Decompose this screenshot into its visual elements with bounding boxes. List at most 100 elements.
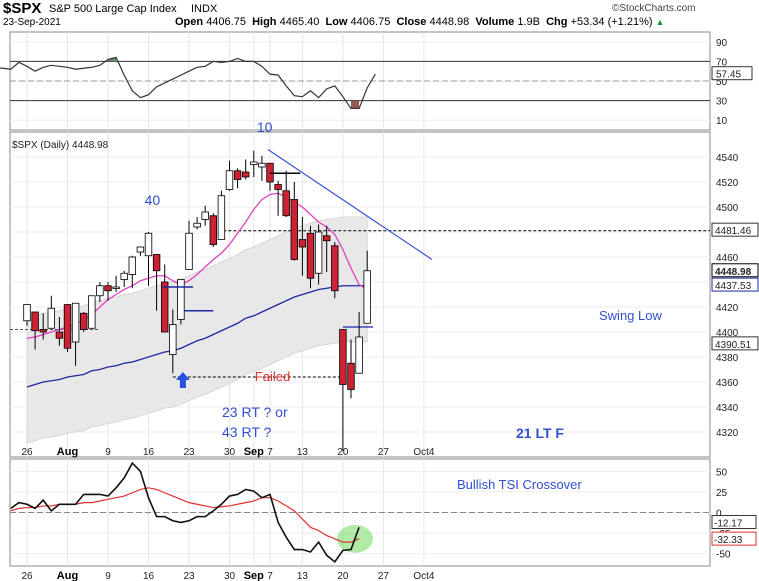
wave-10-label: 10	[257, 119, 273, 135]
up-candle-body	[120, 272, 128, 280]
down-candle-body	[63, 304, 72, 349]
tsi-tick-label: -50	[716, 550, 731, 561]
candle[interactable]	[347, 339, 355, 399]
symbol: $SPX	[3, 0, 42, 17]
rsi-line	[0, 56, 376, 110]
candle[interactable]	[96, 282, 104, 302]
up-candle-body	[185, 232, 193, 270]
candle[interactable]	[144, 232, 153, 286]
candle[interactable]	[185, 220, 193, 270]
x-tick-label: 13	[297, 447, 309, 458]
x-tick-label: 7	[267, 571, 273, 581]
candle[interactable]	[88, 295, 96, 329]
down-candle-body	[39, 329, 47, 333]
price-tick-label: 4320	[716, 428, 739, 439]
candle[interactable]	[120, 270, 128, 287]
rsi-value-label: 57.45	[716, 70, 741, 81]
low-value: 4406.75	[350, 16, 391, 28]
x-tick-label: 30	[224, 447, 236, 458]
chg-label: Chg	[546, 16, 568, 28]
candle[interactable]	[306, 225, 315, 289]
lt-label: 21 LT F	[516, 425, 564, 441]
candle[interactable]	[355, 312, 363, 374]
candle[interactable]	[80, 312, 88, 332]
candle[interactable]	[63, 304, 72, 353]
candle[interactable]	[250, 150, 258, 177]
price-tick-label: 4340	[716, 403, 739, 414]
price-value-tag	[711, 336, 759, 351]
price-tick-label: 4500	[716, 203, 739, 214]
failed-label: Failed	[255, 369, 290, 384]
candle[interactable]	[282, 170, 290, 217]
candle[interactable]	[152, 254, 161, 311]
candle[interactable]	[241, 159, 250, 180]
candle[interactable]	[331, 242, 339, 299]
x-tick-label: Oct4	[413, 571, 435, 581]
down-candle-body	[152, 254, 161, 272]
candle[interactable]	[298, 217, 307, 276]
candle[interactable]	[322, 225, 331, 272]
x-tick-label: Sep	[244, 446, 264, 458]
price-value-label: 4481.46	[715, 226, 752, 237]
x-tick-label: Aug	[57, 570, 78, 581]
candle[interactable]	[47, 295, 55, 329]
rsi-tick-label: 70	[716, 57, 728, 68]
x-tick-label: 23	[183, 571, 195, 581]
candle[interactable]	[209, 213, 217, 247]
price-value-tag	[711, 277, 759, 292]
candle[interactable]	[160, 264, 169, 333]
candle[interactable]	[104, 282, 112, 301]
up-candle-body	[363, 270, 371, 324]
tsi-crossover-label: Bullish TSI Crossover	[457, 477, 582, 492]
tsi-value-tag	[711, 515, 757, 530]
candle[interactable]	[39, 313, 47, 340]
rsi-tick-label: 90	[716, 38, 728, 49]
tsi-tick-label: 0	[716, 509, 722, 520]
up-candle-body	[144, 232, 153, 257]
candle[interactable]	[258, 155, 266, 181]
candle[interactable]	[169, 309, 177, 374]
candle[interactable]	[31, 311, 39, 350]
candle[interactable]	[233, 168, 242, 189]
brand-logo[interactable]: ©StockCharts.com	[612, 3, 696, 14]
price-tick-label: 4420	[716, 303, 739, 314]
up-candle-body	[355, 336, 363, 374]
price-tick-label: 4380	[716, 353, 739, 364]
down-candle-body	[241, 171, 250, 178]
x-tick-label: 9	[105, 571, 111, 581]
candle[interactable]	[225, 160, 234, 191]
up-candle-body	[112, 286, 120, 289]
volume-label: Volume	[475, 16, 515, 28]
candle[interactable]	[290, 182, 298, 261]
down-candle-body	[339, 329, 347, 385]
rsi-value-tag	[711, 66, 753, 81]
rt-label-line1: 23 RT ? or	[222, 404, 288, 420]
candle[interactable]	[363, 250, 371, 324]
x-tick-label: 27	[378, 447, 390, 458]
x-tick-label: 20	[337, 571, 349, 581]
candle[interactable]	[217, 190, 226, 240]
candle[interactable]	[23, 304, 31, 326]
close-value: 4448.98	[429, 16, 470, 28]
candle[interactable]	[193, 217, 201, 230]
candle[interactable]	[314, 224, 323, 285]
tsi-tick-label: 50	[716, 467, 728, 478]
up-candle-body	[128, 256, 136, 275]
candle[interactable]	[71, 302, 80, 366]
down-candle-body	[31, 311, 39, 332]
wave-40-label: 40	[145, 192, 161, 208]
candle[interactable]	[112, 275, 120, 292]
candle[interactable]	[136, 246, 145, 256]
high-label: High	[252, 16, 277, 28]
candle[interactable]	[274, 180, 282, 216]
candle[interactable]	[339, 329, 347, 451]
down-candle-body	[331, 245, 339, 292]
candle[interactable]	[55, 317, 64, 346]
low-label: Low	[325, 16, 348, 28]
up-arrow-icon	[175, 372, 190, 388]
down-candle-body	[55, 331, 64, 339]
candle[interactable]	[201, 205, 209, 226]
high-value: 4465.40	[279, 16, 320, 28]
candle[interactable]	[128, 255, 136, 289]
